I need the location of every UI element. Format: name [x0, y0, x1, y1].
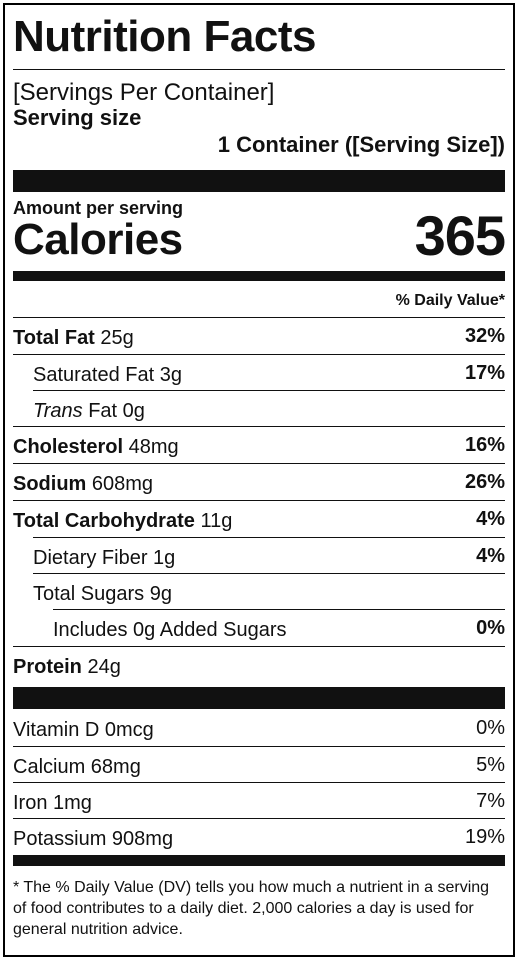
vitamin-row-vitamin-d: Vitamin D 0mcg 0% [13, 710, 505, 746]
medium-divider [13, 271, 505, 281]
vitamin-name: Potassium 908mg [13, 828, 174, 850]
nutrient-row-trans-fat: Trans Fat 0g [13, 391, 505, 427]
nutrient-name: Total Carbohydrate 11g [13, 509, 232, 533]
nutrient-amount: 24g [87, 656, 121, 678]
nutrient-row-total-sugars: Total Sugars 9g [13, 574, 505, 610]
divider [13, 426, 505, 427]
nutrient-row-sodium: Sodium 608mg 26% [13, 464, 505, 500]
daily-value-header: % Daily Value* [395, 292, 505, 309]
nutrient-row-total-carbohydrate: Total Carbohydrate 11g 4% [13, 501, 505, 537]
daily-value-percent: 4% [476, 545, 505, 567]
divider [13, 818, 505, 819]
divider [13, 463, 505, 464]
nutrient-label: Protein [13, 656, 82, 678]
nutrient-name: Total Fat 25g [13, 326, 134, 350]
label-title: Nutrition Facts [13, 12, 316, 61]
footnote: * The % Daily Value (DV) tells you how m… [13, 879, 490, 938]
thick-divider [13, 687, 505, 709]
nutrient-name: Dietary Fiber 1g [33, 547, 176, 569]
nutrient-name: Sodium 608mg [13, 472, 153, 496]
divider [13, 69, 505, 70]
daily-value-percent: 0% [476, 617, 505, 639]
daily-value-percent: 0% [476, 717, 505, 739]
serving-size-value: 1 Container ([Serving Size]) [217, 132, 505, 157]
nutrient-name: Total Sugars 9g [33, 583, 172, 605]
vitamin-row-potassium: Potassium 908mg 19% [13, 819, 505, 855]
divider [53, 609, 505, 610]
nutrient-row-dietary-fiber: Dietary Fiber 1g 4% [13, 538, 505, 574]
divider [33, 537, 505, 538]
nutrient-name: Protein 24g [13, 655, 121, 679]
divider [13, 500, 505, 501]
nutrient-amount: 608mg [91, 473, 154, 495]
nutrient-label: Total Fat [13, 327, 95, 349]
divider [33, 390, 505, 391]
daily-value-percent: 5% [476, 754, 505, 776]
divider [13, 646, 505, 647]
trans-amount: Fat 0g [88, 400, 145, 422]
divider [13, 317, 505, 318]
daily-value-percent: 19% [464, 826, 505, 848]
daily-value-percent: 4% [476, 508, 505, 530]
nutrition-facts-label: Nutrition Facts [Servings Per Container]… [3, 3, 515, 957]
serving-size-label: Serving size [13, 105, 142, 130]
daily-value-percent: 7% [476, 790, 505, 812]
nutrient-row-added-sugars: Includes 0g Added Sugars 0% [13, 610, 505, 646]
divider [13, 354, 505, 355]
nutrient-name: Saturated Fat 3g [33, 364, 182, 386]
nutrient-name: Includes 0g Added Sugars [53, 619, 287, 641]
amount-per-serving: Amount per serving [13, 198, 184, 218]
daily-value-percent: 32% [464, 325, 505, 347]
nutrient-row-saturated-fat: Saturated Fat 3g 17% [13, 355, 505, 391]
nutrient-row-protein: Protein 24g [13, 647, 505, 683]
nutrient-name: Trans Fat 0g [33, 399, 145, 423]
calories-value: 365 [414, 204, 506, 267]
daily-value-percent: 26% [464, 471, 505, 493]
medium-divider [13, 855, 505, 866]
vitamin-name: Calcium 68mg [13, 756, 141, 778]
vitamin-name: Vitamin D 0mcg [13, 719, 154, 741]
daily-value-percent: 17% [464, 362, 505, 384]
nutrient-row-total-fat: Total Fat 25g 32% [13, 318, 505, 354]
nutrient-name: Cholesterol 48mg [13, 435, 179, 459]
nutrient-label: Total Carbohydrate [13, 510, 195, 532]
nutrient-amount: 11g [200, 510, 233, 532]
divider [13, 746, 505, 747]
daily-value-percent: 16% [464, 434, 505, 456]
nutrient-row-cholesterol: Cholesterol 48mg 16% [13, 427, 505, 463]
vitamin-name: Iron 1mg [13, 792, 92, 814]
label-content: Nutrition Facts [Servings Per Container]… [13, 5, 506, 955]
nutrient-label: Sodium [13, 473, 87, 495]
vitamin-row-calcium: Calcium 68mg 5% [13, 747, 505, 783]
calories-label: Calories [13, 215, 183, 264]
divider [33, 573, 505, 574]
servings-per-container: [Servings Per Container] [13, 79, 275, 106]
nutrient-label: Cholesterol [13, 436, 124, 458]
nutrient-amount: 25g [100, 327, 134, 349]
nutrient-amount: 48mg [128, 436, 179, 458]
vitamin-row-iron: Iron 1mg 7% [13, 783, 505, 819]
thick-divider [13, 170, 505, 192]
divider [13, 782, 505, 783]
trans-label: Trans [33, 400, 83, 422]
